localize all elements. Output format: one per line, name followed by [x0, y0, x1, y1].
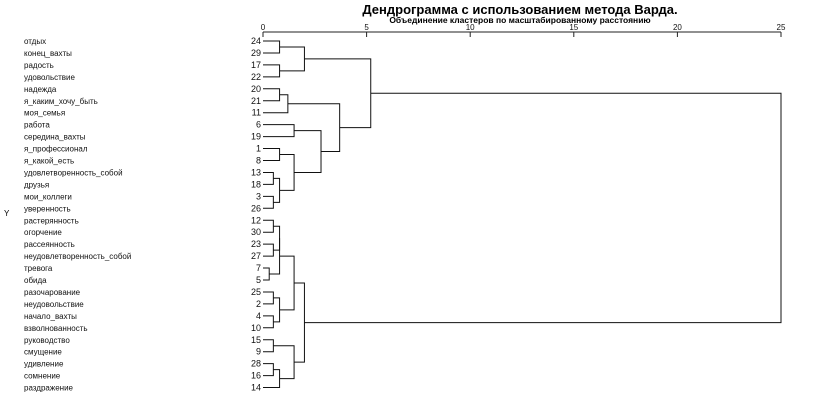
leaf-label: я_какой_есть: [24, 157, 74, 166]
x-tick-label: 20: [673, 23, 682, 32]
leaf-id: 17: [251, 60, 261, 70]
leaf-id: 28: [251, 359, 261, 369]
dendrogram-link: [269, 238, 281, 275]
leaf-label: удивление: [24, 360, 64, 369]
leaf-id: 10: [251, 323, 261, 333]
leaf-id: 7: [256, 263, 261, 273]
leaf-id: 5: [256, 275, 261, 285]
dendrogram-link: [273, 345, 295, 380]
leaf-id: 16: [251, 371, 261, 381]
dendrogram-link: [263, 339, 274, 353]
leaf-label: рассеянность: [24, 240, 75, 249]
leaf-label: отдых: [24, 37, 46, 46]
leaf-id: 13: [251, 167, 261, 177]
leaf-id: 14: [251, 383, 261, 393]
leaf-id: 23: [251, 239, 261, 249]
leaf-label: работа: [24, 121, 50, 130]
dendrogram-link: [279, 46, 305, 72]
leaf-label: мои_коллеги: [24, 192, 72, 201]
leaf-id: 3: [256, 191, 261, 201]
leaf-label: обида: [24, 276, 47, 285]
dendrogram-link: [263, 124, 295, 138]
dendrogram-link: [263, 267, 270, 281]
dendrogram-link: [304, 58, 372, 129]
leaf-id: 21: [251, 96, 261, 106]
x-tick-label: 10: [466, 23, 475, 32]
leaf-id: 15: [251, 335, 261, 345]
dendrogram-link: [263, 369, 281, 389]
x-tick-label: 25: [777, 23, 786, 32]
leaf-id: 1: [256, 144, 261, 154]
dendrogram-link: [263, 148, 281, 161]
x-tick-label: 5: [364, 23, 369, 32]
leaf-id: 19: [251, 132, 261, 142]
leaf-label: разочарование: [24, 288, 81, 297]
dendrogram-link: [279, 154, 295, 191]
leaf-label: сомнение: [24, 372, 61, 381]
leaf-label: неудовольствие: [24, 300, 84, 309]
leaf-label: конец_вахты: [24, 49, 72, 58]
dendrogram-link: [263, 219, 274, 233]
leaf-id: 6: [256, 120, 261, 130]
leaf-id: 11: [252, 108, 261, 118]
leaf-label: огорчение: [24, 228, 62, 237]
dendrogram-link: [263, 195, 274, 209]
leaf-label: уверенность: [24, 204, 71, 213]
dendrogram-link: [263, 64, 281, 78]
dendrogram-link: [263, 88, 281, 102]
leaf-id: 27: [251, 251, 261, 261]
x-tick-label: 0: [261, 23, 266, 32]
leaf-id: 20: [251, 84, 261, 94]
chart-title: Дендрограмма с использованием метода Вар…: [362, 2, 677, 17]
leaf-label: моя_семья: [24, 109, 65, 118]
dendrogram-link: [294, 282, 305, 363]
leaf-id: 24: [251, 36, 261, 46]
dendrogram-link: [273, 297, 281, 323]
dendrogram-link: [263, 363, 274, 377]
leaf-label: раздражение: [24, 384, 74, 393]
dendrogram-link: [294, 130, 322, 173]
leaf-id: 18: [251, 179, 261, 189]
leaf-label: удовлетворенность_собой: [24, 168, 123, 177]
leaf-label: смущение: [24, 348, 62, 357]
leaf-label: руководство: [24, 336, 70, 345]
dendrogram-link: [263, 243, 274, 257]
dendrogram-link: [263, 291, 274, 305]
dendrogram-link: [263, 94, 289, 114]
chart-subtitle: Объединение кластеров по масштабированно…: [389, 15, 650, 25]
leaf-label: я_профессионал: [24, 145, 88, 154]
leaf-label: надежда: [24, 85, 57, 94]
leaf-id: 8: [256, 156, 261, 166]
leaf-id: 22: [251, 72, 261, 82]
dendrogram-link: [263, 171, 274, 185]
dendrogram-link: [304, 92, 782, 324]
leaf-label: начало_вахты: [24, 312, 77, 321]
leaf-label: взволнованность: [24, 324, 88, 333]
dendrogram-link: [273, 177, 281, 203]
leaf-label: удовольствие: [24, 73, 76, 82]
leaf-label: радость: [24, 61, 54, 70]
dendrogram-link: [263, 40, 281, 54]
leaf-id: 29: [251, 48, 261, 58]
dendrogram-link: [273, 225, 281, 251]
leaf-label: растерянность: [24, 216, 79, 225]
dendrogram-link: [263, 315, 274, 329]
leaf-id: 12: [251, 215, 261, 225]
leaf-label: неудовлетворенность_собой: [24, 252, 131, 261]
dendrogram-link: [287, 103, 341, 153]
leaf-label: середина_вахты: [24, 133, 86, 142]
leaf-id: 25: [251, 287, 261, 297]
leaf-id: 9: [256, 347, 261, 357]
leaf-id: 2: [256, 299, 261, 309]
leaf-id: 30: [251, 227, 261, 237]
y-axis-mark: Y: [4, 209, 10, 218]
leaf-label: тревога: [24, 264, 53, 273]
leaf-id: 4: [256, 311, 261, 321]
leaf-id: 26: [251, 203, 261, 213]
dendrogram-link: [279, 255, 295, 311]
leaf-label: друзья: [24, 180, 49, 189]
leaf-label: я_каким_хочу_быть: [24, 97, 98, 106]
x-tick-label: 15: [569, 23, 578, 32]
